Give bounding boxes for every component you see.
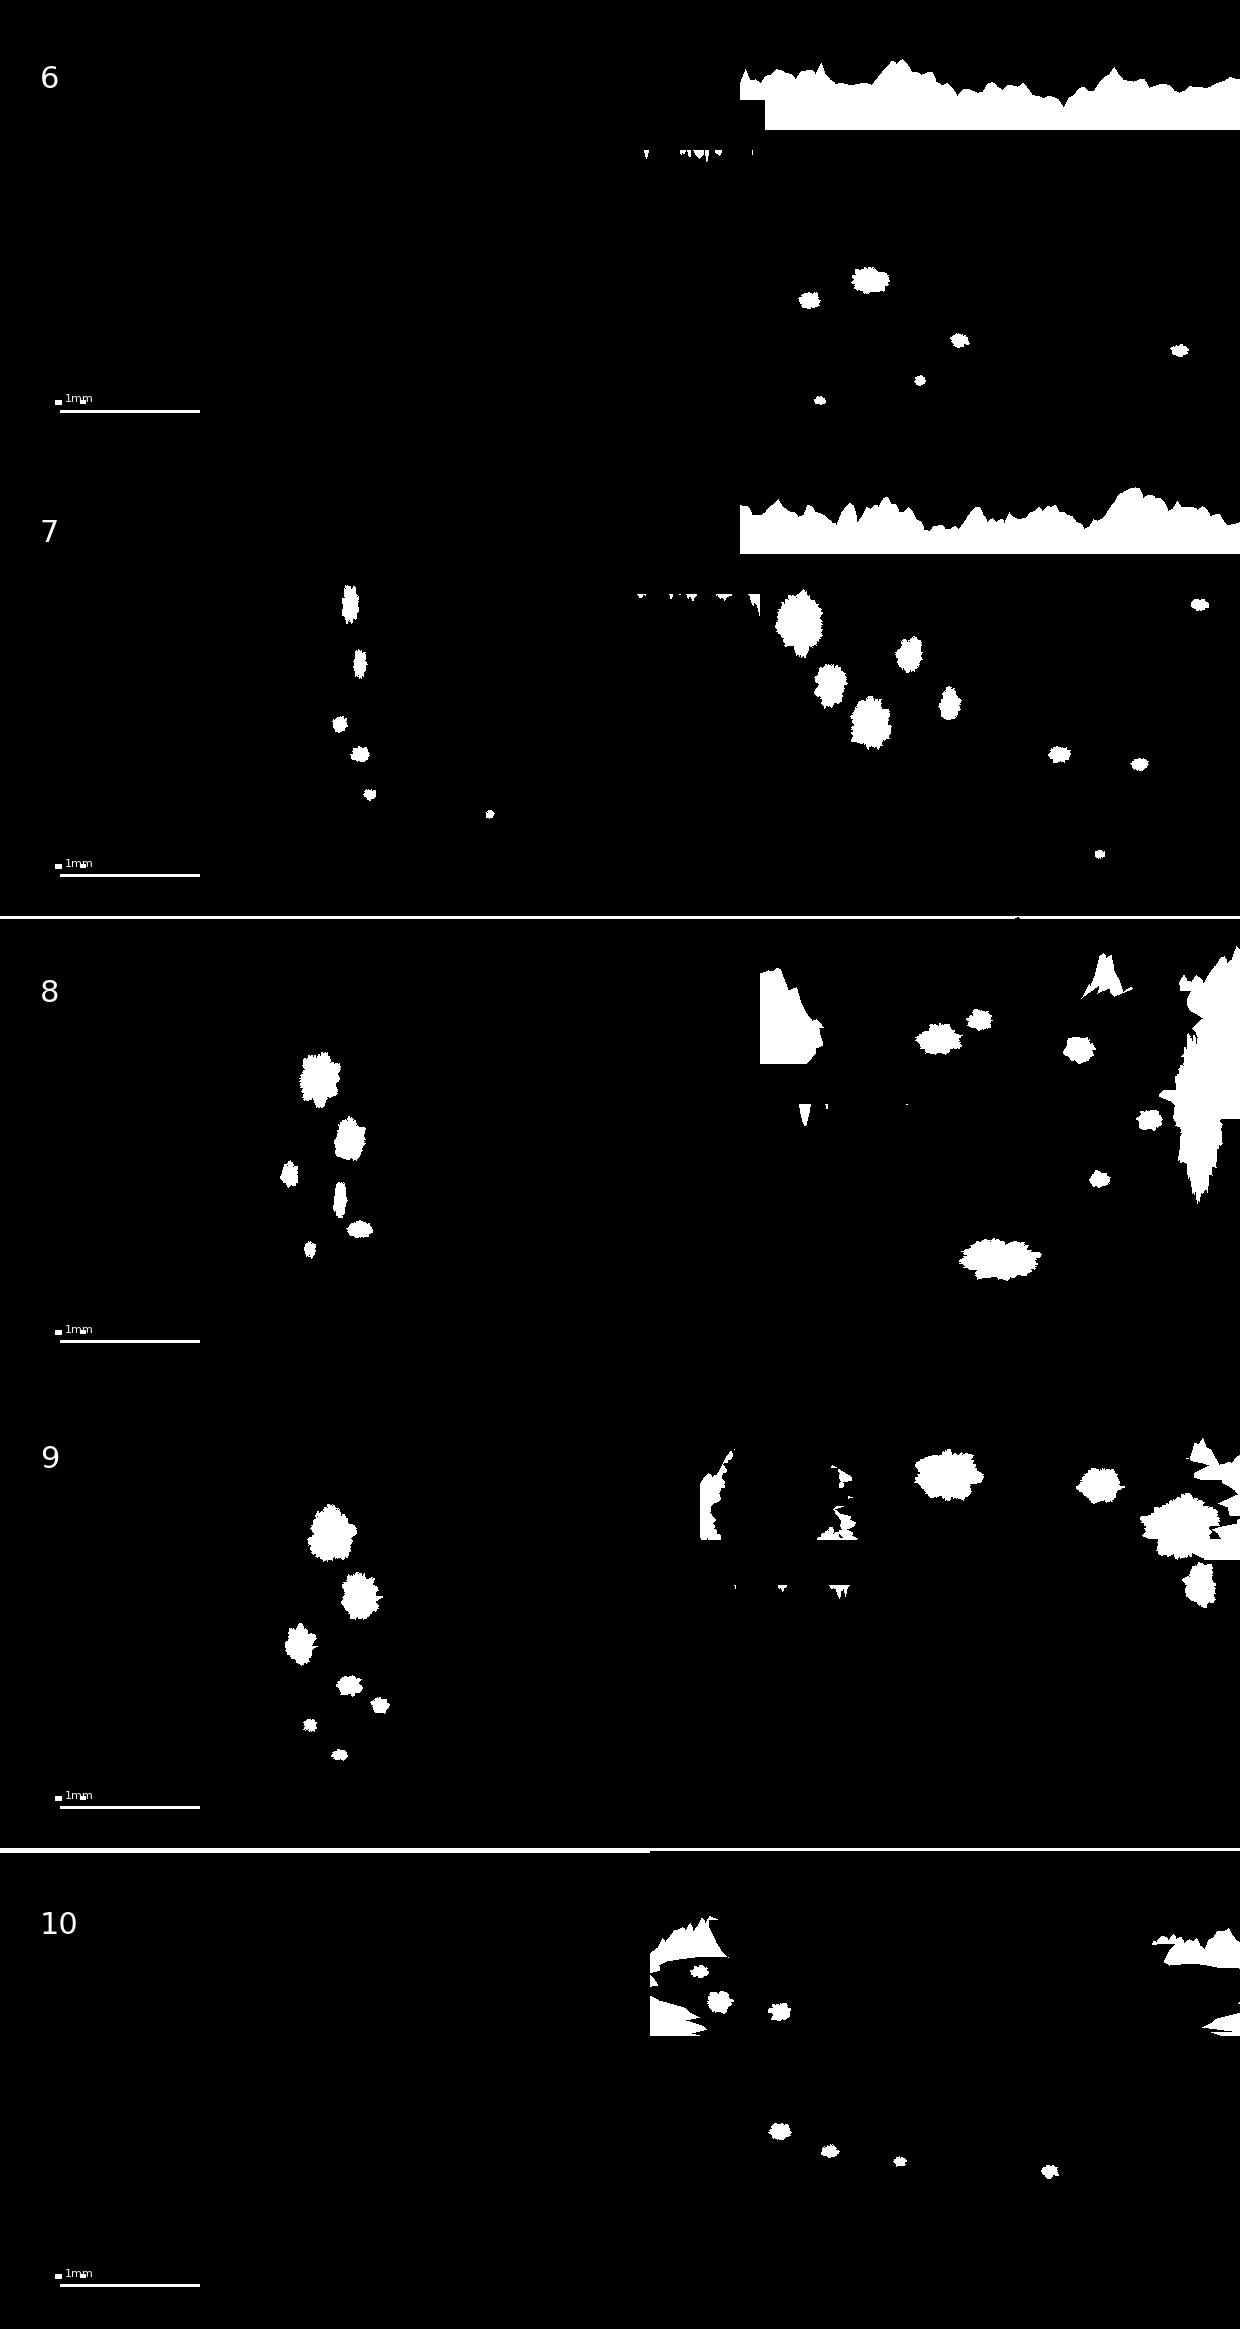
Text: 9: 9 xyxy=(40,1446,60,1474)
Text: 8: 8 xyxy=(40,981,60,1008)
Text: 7: 7 xyxy=(40,519,60,550)
Text: 10: 10 xyxy=(40,1912,79,1940)
Text: 1mm: 1mm xyxy=(64,2268,94,2280)
Text: 1mm: 1mm xyxy=(64,1791,94,1800)
Text: 6: 6 xyxy=(40,65,60,95)
Text: 1mm: 1mm xyxy=(64,859,94,869)
Text: 1mm: 1mm xyxy=(64,1325,94,1335)
Text: 1mm: 1mm xyxy=(64,394,94,403)
